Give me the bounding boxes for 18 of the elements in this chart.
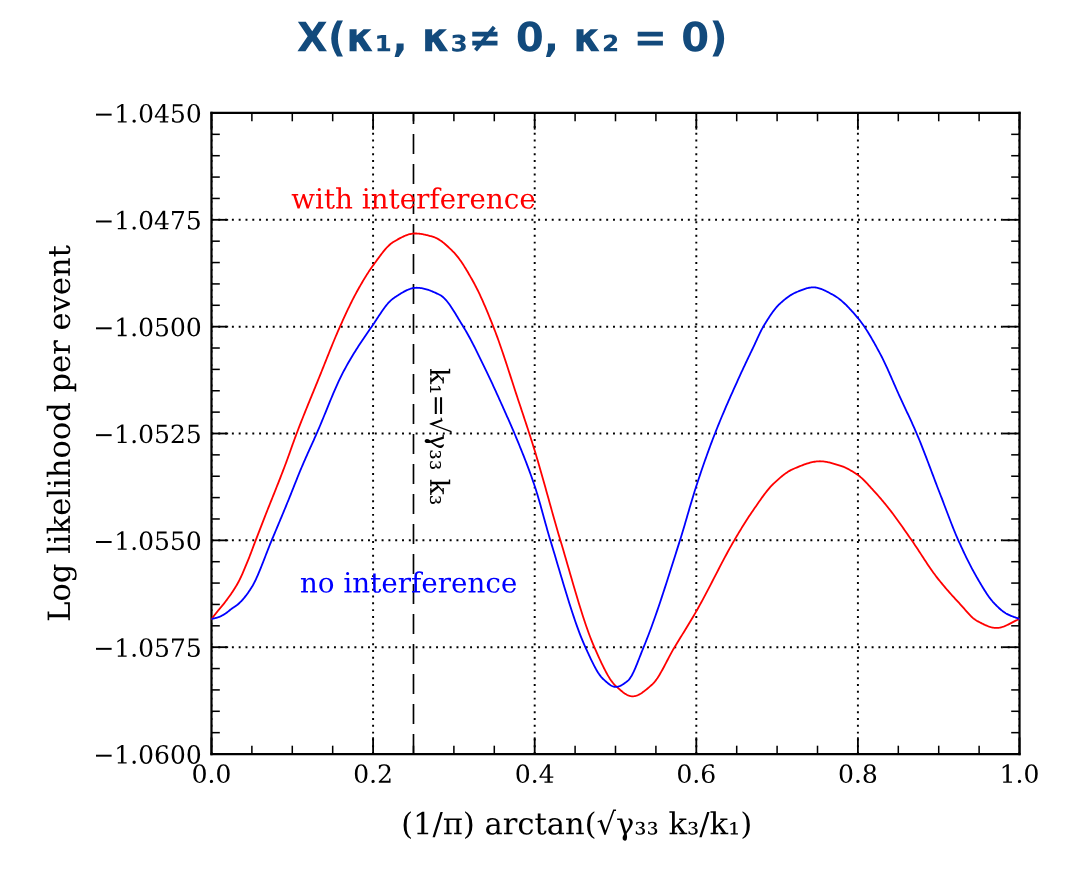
y-tick-label: −1.0575	[95, 638, 200, 658]
y-tick-label: −1.0450	[95, 103, 201, 123]
y-tick-label: −1.0500	[95, 317, 201, 337]
y-tick-label: −1.0525	[95, 424, 200, 444]
ref-line-label: k₁=√γ₃₃ k₃	[424, 368, 452, 505]
x-tick-label: 0.6	[678, 764, 715, 784]
x-axis-title: (1/π) arctan(√γ₃₃ k₃/k₁)	[403, 809, 750, 841]
y-tick-label: −1.0475	[95, 210, 200, 230]
x-tick-label: 0.8	[839, 764, 877, 784]
series-label: no interference	[300, 571, 516, 593]
y-axis-title: Log likelihood per event	[46, 245, 77, 621]
x-tick-label: 0.4	[516, 764, 554, 784]
x-tick-label: 1.0	[1002, 764, 1038, 784]
chart-title: X(κ₁, κ₃≠ 0, κ₂ = 0)	[297, 20, 725, 57]
y-tick-label: −1.0600	[95, 744, 201, 764]
x-tick-label: 0.2	[354, 764, 391, 784]
x-tick-label: 0.0	[193, 764, 230, 784]
y-tick-label: −1.0550	[95, 531, 201, 551]
